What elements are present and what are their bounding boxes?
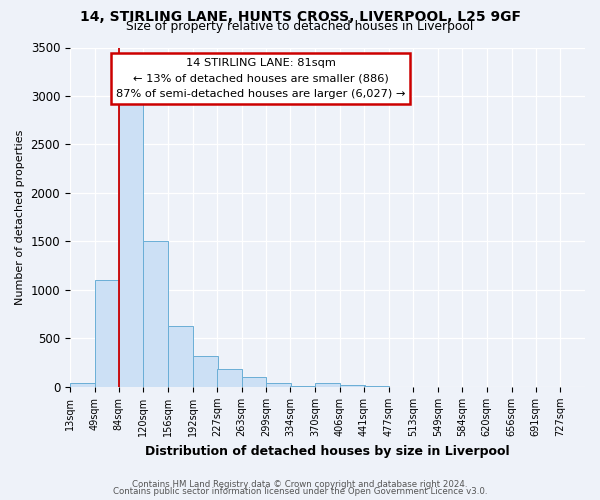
Text: Size of property relative to detached houses in Liverpool: Size of property relative to detached ho… — [127, 20, 473, 33]
X-axis label: Distribution of detached houses by size in Liverpool: Distribution of detached houses by size … — [145, 444, 510, 458]
Bar — [340, 385, 365, 387]
Y-axis label: Number of detached properties: Number of detached properties — [15, 130, 25, 305]
Bar — [95, 280, 119, 387]
Bar — [217, 368, 242, 387]
Text: 14 STIRLING LANE: 81sqm
← 13% of detached houses are smaller (886)
87% of semi-d: 14 STIRLING LANE: 81sqm ← 13% of detache… — [116, 58, 405, 99]
Bar — [315, 383, 340, 387]
Bar — [193, 356, 218, 387]
Bar — [70, 383, 95, 387]
Bar — [119, 104, 143, 387]
Bar — [143, 242, 168, 387]
Bar — [242, 377, 266, 387]
Bar — [266, 383, 291, 387]
Text: Contains HM Land Registry data © Crown copyright and database right 2024.: Contains HM Land Registry data © Crown c… — [132, 480, 468, 489]
Text: Contains public sector information licensed under the Open Government Licence v3: Contains public sector information licen… — [113, 487, 487, 496]
Bar — [168, 326, 193, 387]
Text: 14, STIRLING LANE, HUNTS CROSS, LIVERPOOL, L25 9GF: 14, STIRLING LANE, HUNTS CROSS, LIVERPOO… — [79, 10, 521, 24]
